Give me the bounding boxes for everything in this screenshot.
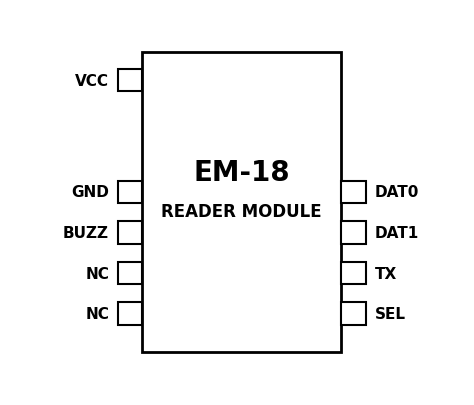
Bar [118,222,142,244]
Bar [118,181,142,203]
Bar [118,262,142,284]
Text: DAT0: DAT0 [374,185,419,200]
Text: BUZZ: BUZZ [63,226,109,240]
Text: VCC: VCC [75,74,109,88]
Bar [341,262,366,284]
Text: EM-18: EM-18 [193,159,290,186]
Text: TX: TX [374,266,397,281]
Bar [142,53,341,352]
Text: SEL: SEL [374,307,405,321]
Text: GND: GND [71,185,109,200]
Text: NC: NC [85,266,109,281]
Bar [118,70,142,92]
Bar [341,181,366,203]
Bar [341,222,366,244]
Bar [118,303,142,325]
Text: READER MODULE: READER MODULE [162,202,322,220]
Text: DAT1: DAT1 [374,226,419,240]
Bar [341,303,366,325]
Text: NC: NC [85,307,109,321]
